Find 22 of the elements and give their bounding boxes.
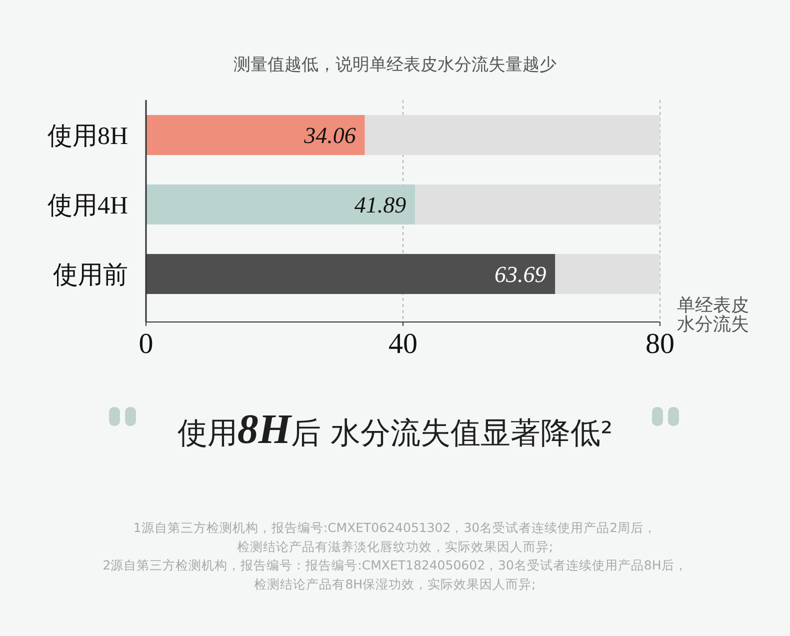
- text: 检测结论产品有滋养淡化唇纹功效，实际效果因人而异;: [236, 538, 554, 554]
- y-tick-label: 使用前: [53, 262, 128, 289]
- x-tick-label: 80: [646, 328, 674, 360]
- text: 使用8H后 水分流失值显著降低²: [177, 407, 613, 453]
- text: 2源自第三方检测机构，报告编号：报告编号:CMXET1824050602，30名受试者连续使用产品8H后，: [102, 558, 688, 573]
- x-axis-title: 单经表皮水分流失: [677, 295, 749, 335]
- bar: [146, 254, 556, 294]
- bar: [555, 254, 660, 294]
- y-tick-label: 使用4H: [47, 192, 128, 220]
- bar: [415, 184, 660, 225]
- text: 检测结论产品有8H保湿功效，实际效果因人而异;: [254, 576, 536, 592]
- text: 1源自第三方检测机构，报告编号:CMXET0624051302，30名受试者连续使用产品2周后，: [133, 520, 657, 535]
- data-label: 63.69: [494, 262, 547, 287]
- bar: [146, 115, 365, 156]
- data-label: 41.89: [354, 192, 407, 218]
- x-tick-label: 0: [138, 328, 154, 360]
- chart-title: 测量值越低，说明单经表皮水分流失量越少: [234, 55, 556, 75]
- data-label: 34.06: [303, 123, 356, 148]
- x-tick-label: 40: [388, 328, 418, 360]
- bar: [364, 115, 660, 156]
- y-tick-label: 使用8H: [47, 123, 128, 150]
- bar: [146, 184, 416, 225]
